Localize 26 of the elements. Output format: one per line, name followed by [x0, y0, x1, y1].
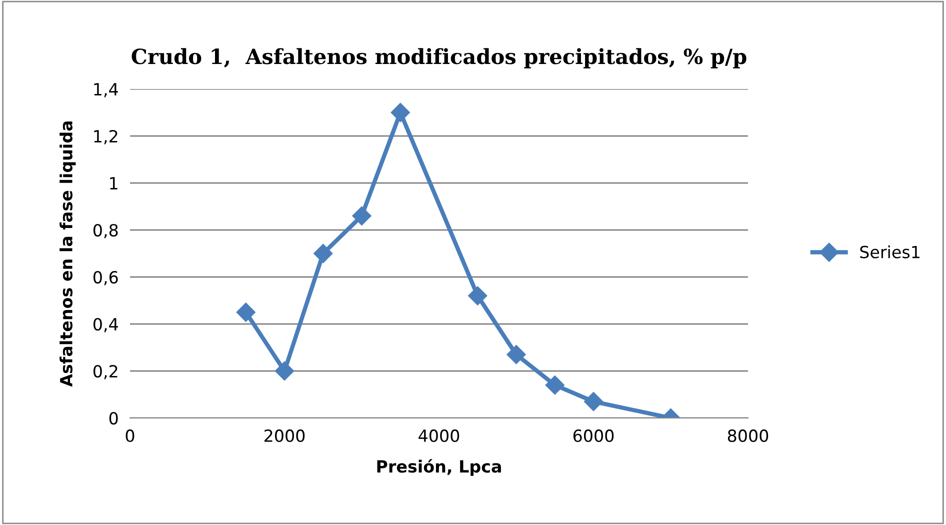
y-tick-label: 0,6 — [93, 270, 118, 286]
legend-label: Series1 — [860, 245, 920, 258]
point — [545, 376, 564, 395]
x-tick-label: 8000 — [728, 429, 768, 442]
y-tick-label: 0,4 — [93, 318, 118, 332]
y-tick-label: 1,2 — [94, 130, 118, 144]
y-axis-title: Asfaltenos en la fase liquida — [60, 121, 76, 387]
point — [584, 392, 604, 412]
point — [352, 206, 372, 226]
y-tick-label: 0,8 — [93, 224, 118, 238]
point — [274, 361, 294, 381]
x-tick-label: 6000 — [573, 429, 614, 442]
y-tick-label: 0,2 — [93, 364, 118, 380]
x-tick-label: 0 — [126, 429, 134, 442]
x-tick-label: 4000 — [418, 429, 460, 442]
point — [314, 244, 333, 264]
y-tick-label: 0 — [109, 412, 118, 425]
y-tick-label: 1,4 — [94, 83, 118, 98]
chart-title: Crudo 1, Asfaltenos modificados precipitados, % p/p — [132, 48, 746, 68]
point — [236, 302, 256, 322]
y-tick-label: 1 — [110, 177, 118, 190]
x-tick-label: 2000 — [264, 429, 305, 442]
point — [506, 345, 526, 364]
x-axis-title: Presión, Lpca — [377, 459, 501, 476]
point — [390, 102, 410, 122]
point — [468, 286, 488, 306]
